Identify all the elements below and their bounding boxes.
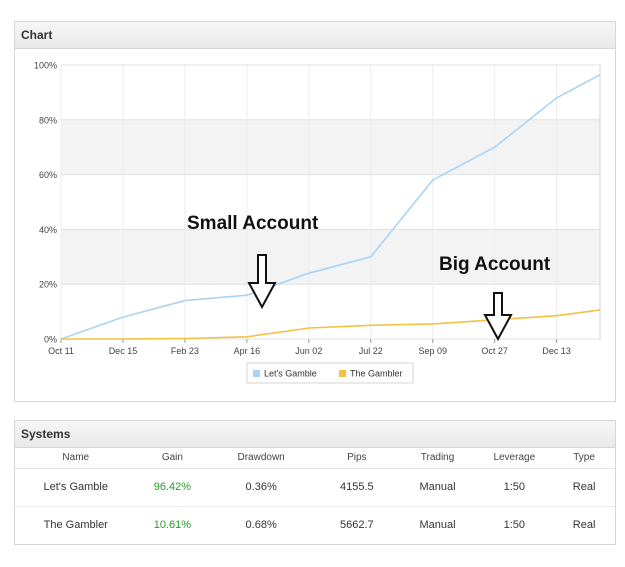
cell-trading: Manual	[419, 481, 456, 493]
cell-leverage: 1:50	[503, 481, 525, 493]
x-tick-label: Sep 09	[418, 346, 447, 356]
x-tick-label: Feb 23	[171, 346, 199, 356]
column-header-type: Type	[553, 448, 615, 469]
y-tick-label: 0%	[44, 335, 57, 345]
cell-gain: 10.61%	[136, 505, 209, 544]
x-tick-label: Jul 22	[359, 346, 383, 356]
x-tick-label: Dec 15	[109, 346, 138, 356]
column-header-pips: Pips	[313, 448, 400, 469]
cell-type: Real	[572, 481, 596, 493]
chart-panel-title: Chart	[15, 22, 615, 49]
x-tick-label: Dec 13	[542, 346, 571, 356]
grid-band	[61, 229, 600, 285]
chart-panel: Chart 0% 20% 40% 60% 80% 100% Oct 11 Dec 15 Feb …	[14, 21, 616, 402]
column-header-trading: Trading	[399, 448, 476, 469]
legend-label[interactable]: The Gambler	[350, 369, 403, 379]
grid-band	[61, 119, 600, 175]
cell-pips: 4155.5	[339, 481, 374, 493]
cell-pips: 5662.7	[313, 505, 400, 544]
systems-panel-title: Systems	[15, 421, 615, 448]
cell-drawdown: 0.68%	[208, 505, 314, 544]
cell-name[interactable]: The Gambler	[15, 505, 137, 544]
y-tick-label: 40%	[39, 225, 57, 235]
column-header-gain: Gain	[136, 448, 209, 469]
systems-panel: Systems Name Gain Drawdown Pips Trading Lever…	[14, 420, 616, 545]
performance-chart: 0% 20% 40% 60% 80% 100% Oct 11 Dec 15 Feb 23 Apr …	[34, 61, 601, 384]
column-header-drawdown: Drawdown	[208, 448, 314, 469]
cell-gain: 96.42%	[153, 481, 192, 493]
y-tick-label: 20%	[39, 280, 57, 290]
legend	[246, 362, 414, 384]
cell-drawdown: 0.36%	[245, 481, 277, 493]
x-tick-label: Oct 27	[481, 346, 508, 356]
table-row[interactable]: Let's Gamble 96.42% 0.36% 4155.5 Manual 1:50 R…	[15, 468, 615, 506]
systems-table: Name Gain Drawdown Pips Trading Leverage Type …	[15, 448, 615, 544]
column-header-name: Name	[15, 448, 137, 469]
y-tick-label: 80%	[39, 115, 57, 125]
cell-trading: Manual	[399, 505, 476, 544]
series-line-0	[60, 74, 601, 340]
plot-area	[60, 64, 601, 340]
x-tick-label: Jun 02	[295, 346, 322, 356]
cell-type: Real	[553, 505, 615, 544]
down-arrow-icon	[483, 292, 513, 342]
cell-name[interactable]: Let's Gamble	[43, 481, 108, 493]
cell-leverage: 1:50	[475, 505, 554, 544]
down-arrow-icon	[247, 254, 277, 310]
legend-swatch[interactable]	[339, 370, 346, 377]
table-row[interactable]: The Gambler 10.61% 0.68% 5662.7 Manual 1:50 Re…	[15, 505, 615, 544]
x-tick-label: Apr 16	[234, 346, 261, 356]
legend-swatch[interactable]	[253, 370, 260, 377]
y-tick-label: 60%	[39, 170, 57, 180]
series-line-1	[61, 309, 601, 340]
systems-header-row: Name Gain Drawdown Pips Trading Leverage Type	[15, 448, 615, 469]
annotation-small-account: Small Account	[187, 213, 319, 234]
legend-label[interactable]: Let's Gamble	[264, 369, 317, 379]
y-tick-label: 100%	[34, 61, 57, 71]
column-header-leverage: Leverage	[475, 448, 554, 469]
x-tick-label: Oct 11	[48, 346, 74, 356]
annotation-big-account: Big Account	[439, 254, 551, 275]
